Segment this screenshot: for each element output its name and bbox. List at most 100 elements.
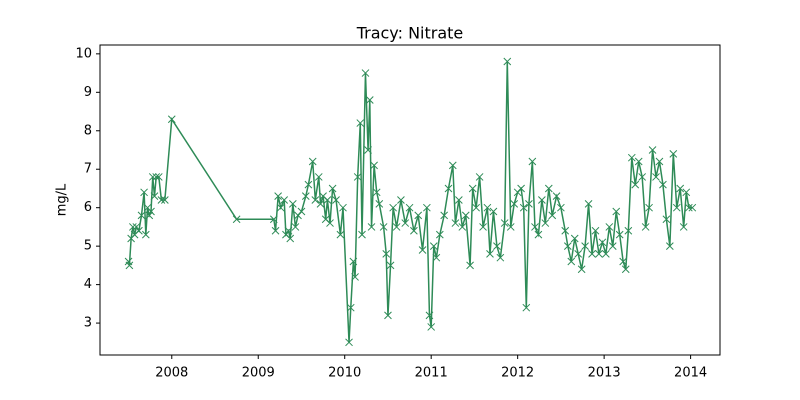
data-marker <box>379 223 388 231</box>
data-marker <box>634 157 643 166</box>
y-tick-label: 4 <box>84 277 92 292</box>
data-marker <box>167 115 176 124</box>
data-marker <box>297 207 306 216</box>
data-marker <box>311 196 320 204</box>
data-marker <box>304 180 313 189</box>
data-marker <box>461 211 470 220</box>
data-marker <box>455 196 463 204</box>
data-marker <box>466 261 474 270</box>
data-marker <box>679 223 688 231</box>
data-marker <box>631 180 640 189</box>
data-marker <box>145 211 154 220</box>
data-marker <box>665 242 674 251</box>
data-marker <box>612 207 621 216</box>
data-marker <box>591 226 600 235</box>
data-marker <box>339 203 347 212</box>
data-marker <box>608 242 617 251</box>
data-marker <box>286 234 295 243</box>
data-marker <box>129 223 137 231</box>
data-marker <box>652 173 660 181</box>
y-tick-label: 5 <box>84 239 92 254</box>
data-marker <box>688 203 697 212</box>
y-tick-label: 6 <box>84 200 92 215</box>
data-marker <box>364 146 372 154</box>
data-marker <box>269 215 278 224</box>
data-marker <box>356 119 365 127</box>
data-marker <box>496 253 505 262</box>
data-marker <box>392 223 401 231</box>
data-marker <box>132 223 141 231</box>
data-marker <box>486 249 494 258</box>
data-marker <box>314 173 323 181</box>
chart-title: Tracy: Nitrate <box>356 24 464 43</box>
data-marker <box>522 303 531 312</box>
data-marker <box>588 249 596 258</box>
data-marker <box>349 257 358 266</box>
x-tick-label: 2014 <box>674 366 707 381</box>
data-marker <box>659 180 667 189</box>
data-marker <box>358 230 366 239</box>
data-marker <box>519 203 528 212</box>
data-marker <box>638 173 647 181</box>
data-marker <box>541 219 550 227</box>
data-marker <box>332 196 340 204</box>
data-marker <box>648 146 657 154</box>
data-marker <box>489 207 498 216</box>
data-marker <box>389 203 397 212</box>
data-marker <box>367 223 376 231</box>
data-marker <box>288 199 297 208</box>
y-tick-label: 8 <box>84 123 92 138</box>
data-marker <box>581 242 589 251</box>
data-marker <box>531 223 539 231</box>
x-tick-label: 2009 <box>242 366 275 381</box>
y-tick-label: 9 <box>84 85 92 100</box>
data-marker <box>662 215 671 224</box>
y-axis-label: mg/L <box>55 183 70 216</box>
data-marker <box>375 199 384 208</box>
y-tick-label: 7 <box>84 162 92 177</box>
data-marker <box>567 257 576 266</box>
plot-frame <box>99 44 721 356</box>
y-tick-label: 10 <box>75 46 92 61</box>
data-marker <box>284 226 293 235</box>
y-tick-label: 3 <box>84 316 92 331</box>
data-marker <box>506 223 515 231</box>
data-marker <box>280 196 289 204</box>
data-marker <box>365 96 374 104</box>
x-tick-label: 2012 <box>501 366 534 381</box>
data-marker <box>345 338 353 347</box>
data-marker <box>525 199 533 208</box>
data-marker <box>432 253 441 262</box>
data-marker <box>150 192 159 201</box>
data-marker <box>538 196 546 204</box>
data-marker <box>451 219 460 227</box>
data-marker <box>534 230 543 239</box>
data-marker <box>548 211 557 220</box>
data-marker <box>544 184 553 193</box>
data-marker <box>336 230 345 239</box>
data-marker <box>154 173 163 181</box>
data-marker <box>429 242 438 251</box>
data-marker <box>493 242 501 251</box>
data-marker <box>468 184 477 193</box>
data-marker <box>627 153 636 162</box>
data-marker <box>157 196 166 204</box>
data-marker <box>602 249 610 258</box>
data-marker <box>685 203 693 212</box>
data-marker <box>615 230 624 239</box>
data-marker <box>418 246 427 254</box>
data-marker <box>316 199 325 208</box>
data-marker <box>503 57 512 66</box>
data-marker <box>475 173 484 181</box>
data-marker <box>161 196 169 204</box>
data-marker <box>619 257 628 266</box>
data-marker <box>479 223 487 231</box>
data-marker <box>135 226 143 235</box>
x-tick-label: 2011 <box>415 366 448 381</box>
data-marker <box>353 173 362 181</box>
data-marker <box>605 223 614 231</box>
data-marker <box>500 219 509 227</box>
data-marker <box>137 211 146 220</box>
